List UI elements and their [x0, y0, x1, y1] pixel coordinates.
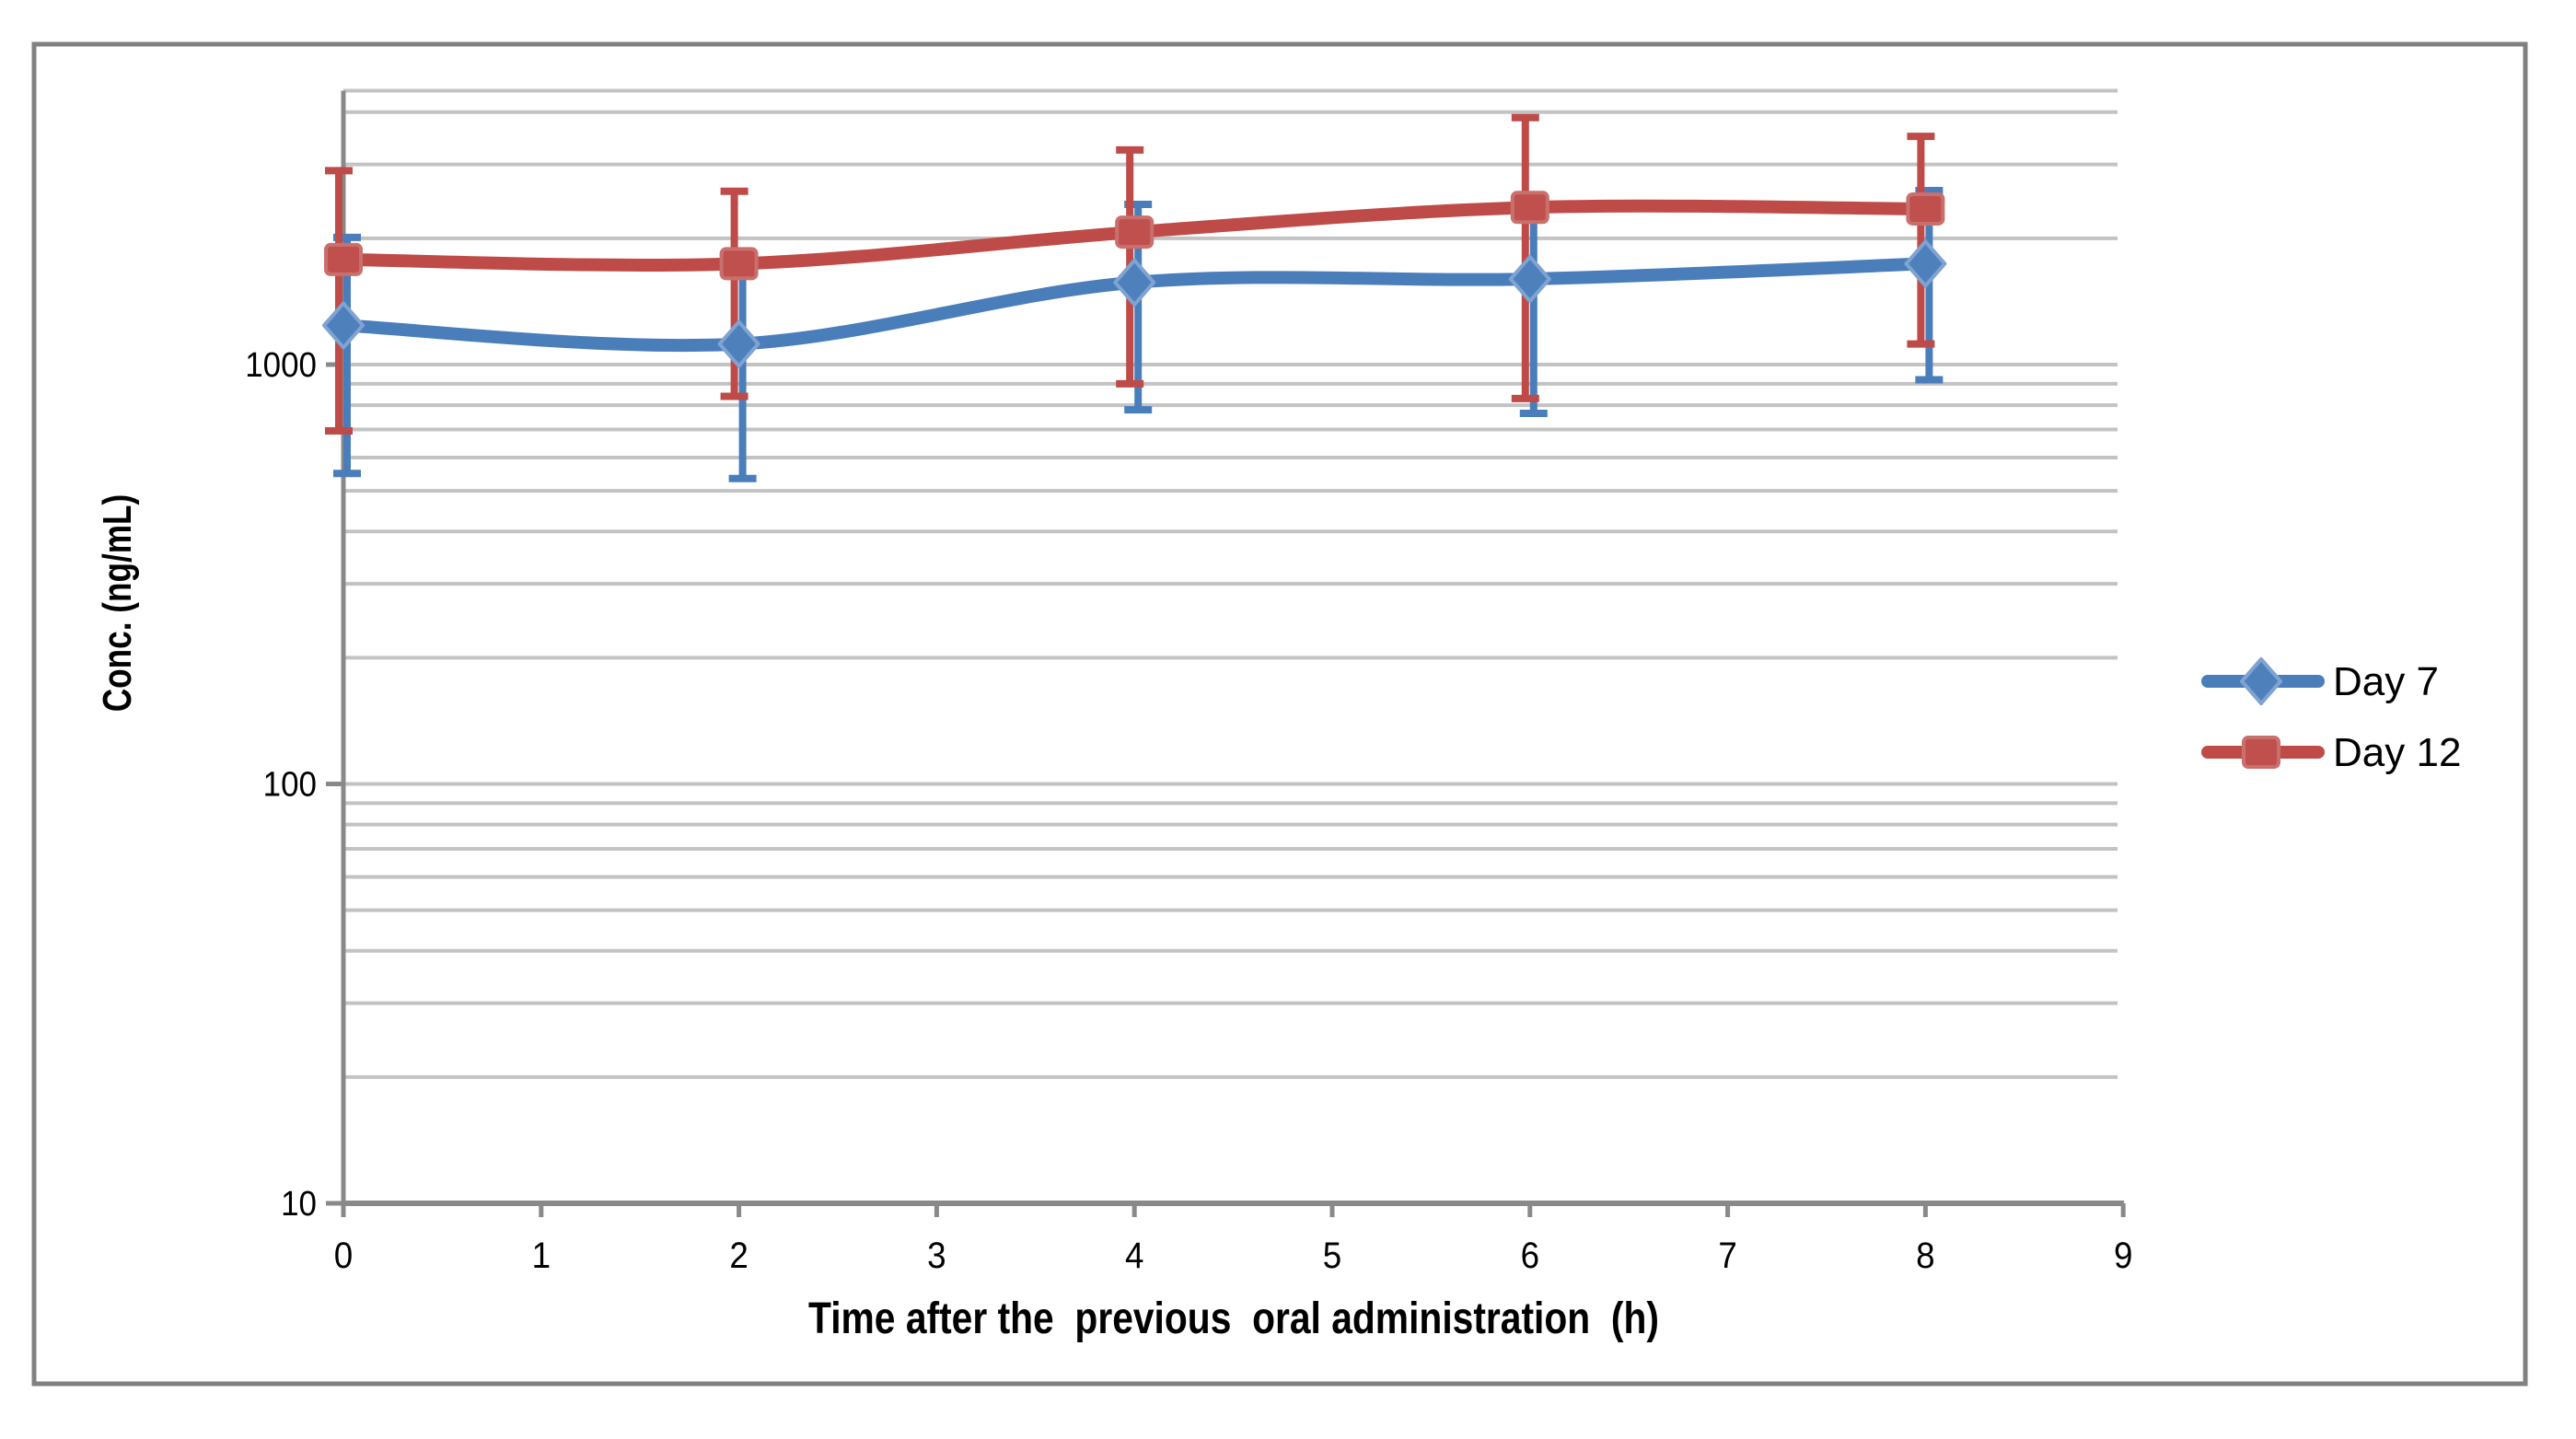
x-tick-label: 3	[927, 1236, 946, 1277]
error-bar-day-12	[325, 167, 353, 435]
diamond-marker	[1508, 255, 1551, 304]
diamond-marker	[1113, 258, 1156, 307]
y-tick-label: 1000	[245, 345, 317, 385]
square-marker	[1510, 191, 1549, 225]
error-bar-day-12	[1907, 133, 1935, 348]
legend-key-day-7	[2201, 657, 2325, 705]
square-marker	[324, 242, 363, 276]
legend-key-day-12	[2201, 736, 2325, 769]
square-marker	[1115, 215, 1155, 250]
figure-border	[31, 41, 2528, 1387]
x-tick-label: 0	[334, 1236, 353, 1277]
x-tick-label: 6	[1521, 1236, 1539, 1277]
x-tick-label: 5	[1323, 1236, 1341, 1277]
square-marker	[2242, 736, 2280, 769]
diamond-marker	[717, 319, 760, 368]
y-axis-title: Conc. (ng/mL)	[95, 494, 140, 713]
x-tick-label: 7	[1718, 1236, 1736, 1277]
legend-label-day7: Day 7	[2333, 659, 2439, 704]
diamond-marker	[1904, 239, 1947, 288]
x-tick-label: 4	[1125, 1236, 1143, 1277]
error-bar-day-12	[1511, 113, 1539, 402]
diamond-marker	[2240, 657, 2282, 705]
square-marker	[719, 247, 759, 281]
diamond-marker	[322, 301, 365, 350]
x-tick-label: 8	[1916, 1236, 1934, 1277]
x-axis-title: Time after the previous oral administrat…	[808, 1294, 1659, 1343]
plot-area: 10 100 1000 0 1 2 3 4 5 6 7 8 9	[245, 88, 2325, 1277]
legend-label-day12: Day 12	[2333, 730, 2461, 775]
y-tick-label: 100	[263, 764, 317, 804]
x-tick-label: 2	[729, 1236, 748, 1277]
square-marker	[1906, 191, 1945, 226]
x-tick-label: 9	[2114, 1236, 2132, 1277]
y-tick-label: 10	[281, 1184, 317, 1224]
x-tick-label: 1	[532, 1236, 551, 1277]
